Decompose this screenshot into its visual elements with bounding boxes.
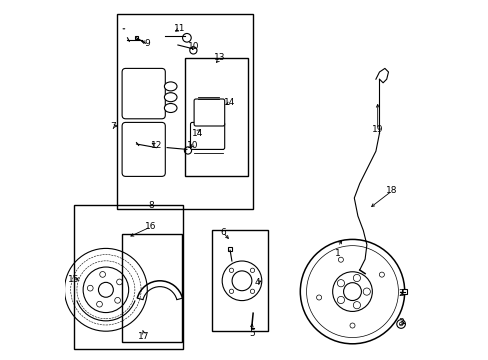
Circle shape [189,47,197,54]
Text: 14: 14 [192,129,203,138]
Circle shape [115,297,120,303]
Circle shape [250,289,254,293]
Circle shape [399,322,402,326]
Ellipse shape [164,93,177,102]
Text: 1: 1 [335,249,340,258]
Circle shape [250,268,254,273]
Text: 13: 13 [213,53,224,62]
Bar [401,289,407,294]
Ellipse shape [164,82,177,91]
Circle shape [353,274,360,282]
Text: 2: 2 [397,289,403,298]
Circle shape [353,302,360,309]
Circle shape [87,285,93,291]
Text: 16: 16 [145,222,156,231]
Circle shape [83,267,128,312]
Circle shape [343,283,361,301]
Text: 4: 4 [254,278,260,287]
Circle shape [337,296,344,303]
Circle shape [184,147,191,154]
Bar [134,36,137,39]
Circle shape [98,282,113,297]
Circle shape [229,268,233,273]
Text: 14: 14 [224,98,235,107]
Circle shape [97,301,102,307]
Bar [117,14,253,209]
Text: 12: 12 [150,141,162,150]
Circle shape [379,272,384,277]
Bar [185,58,247,176]
Circle shape [232,271,251,291]
Ellipse shape [164,104,177,113]
Text: 17: 17 [138,332,149,341]
Bar [227,247,232,251]
Circle shape [338,257,343,262]
Circle shape [64,248,147,331]
Circle shape [349,323,354,328]
Circle shape [300,239,404,344]
Text: 15: 15 [68,275,79,284]
Text: 7: 7 [110,122,116,131]
Text: 8: 8 [148,201,153,210]
Circle shape [396,320,405,328]
Circle shape [363,288,369,295]
FancyBboxPatch shape [194,99,224,126]
Text: 3: 3 [397,318,403,327]
Text: 11: 11 [174,24,185,33]
Circle shape [316,295,321,300]
Circle shape [222,261,261,301]
Circle shape [182,33,191,42]
FancyBboxPatch shape [190,122,224,149]
Circle shape [332,272,371,311]
Bar [212,230,267,331]
Text: 19: 19 [371,125,383,134]
Circle shape [229,289,233,293]
Text: 10: 10 [186,141,198,150]
FancyBboxPatch shape [122,122,165,176]
Text: 6: 6 [220,228,225,237]
Circle shape [117,279,122,285]
FancyBboxPatch shape [122,68,165,119]
Text: 5: 5 [248,328,254,338]
Circle shape [337,280,344,287]
Text: 9: 9 [144,39,150,48]
Bar [122,234,181,342]
Text: 10: 10 [188,42,200,51]
Bar [73,205,183,349]
Text: 18: 18 [386,186,397,195]
Circle shape [100,271,105,277]
